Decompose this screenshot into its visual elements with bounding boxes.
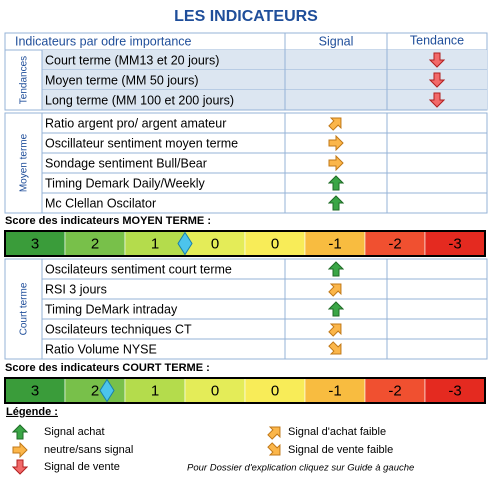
group-box bbox=[4, 112, 488, 214]
group-label: Moyen terme bbox=[19, 133, 30, 192]
indicator-name: Ratio argent pro/ argent amateur bbox=[45, 116, 226, 130]
score-segment bbox=[244, 230, 306, 257]
score-segment bbox=[244, 377, 306, 404]
legend-item: Signal d'achat faible bbox=[288, 426, 386, 438]
indicator-name: Long terme (MM 100 et 200 jours) bbox=[45, 93, 234, 107]
score-level: 1 bbox=[151, 235, 159, 252]
score-marker bbox=[99, 378, 115, 403]
indicator-name: Court terme (MM13 et 20 jours) bbox=[45, 53, 219, 67]
legend-icon-shape bbox=[264, 439, 286, 461]
score-level: 3 bbox=[31, 382, 39, 399]
indicator-name: Mc Clellan Oscilator bbox=[45, 196, 156, 210]
score-title: Score des indicateurs MOYEN TERME : bbox=[5, 215, 211, 227]
legend-icon bbox=[264, 421, 286, 443]
legend-item: Signal de vente bbox=[44, 461, 120, 473]
legend-icon bbox=[12, 424, 28, 440]
indicator-name: RSI 3 jours bbox=[45, 282, 107, 296]
row-bg bbox=[42, 70, 487, 90]
score-segment bbox=[364, 230, 426, 257]
row-bg bbox=[42, 50, 487, 70]
score-level: -2 bbox=[388, 235, 401, 252]
score-segment bbox=[424, 230, 486, 257]
indicator-name: Sondage sentiment Bull/Bear bbox=[45, 156, 207, 170]
group-box bbox=[4, 258, 488, 360]
score-level: 3 bbox=[31, 235, 39, 252]
score-level: -1 bbox=[328, 235, 341, 252]
header-trend: Tendance bbox=[410, 33, 464, 47]
score-segment bbox=[4, 377, 66, 404]
legend: Légende : Signal achat neutre/sans signal… bbox=[6, 406, 414, 474]
score-level: 0 bbox=[211, 382, 219, 399]
score-level: -3 bbox=[448, 382, 461, 399]
legend-icon-shape bbox=[264, 421, 286, 443]
group-label: Court terme bbox=[19, 282, 30, 335]
score-segment bbox=[364, 377, 426, 404]
score-level: 0 bbox=[271, 235, 279, 252]
legend-icon bbox=[12, 442, 28, 458]
score-marker bbox=[177, 231, 193, 256]
score-level: 0 bbox=[211, 235, 219, 252]
legend-note: Pour Dossier d'explication cliquez sur G… bbox=[187, 463, 414, 474]
group-label: Tendances bbox=[19, 56, 30, 104]
indicator-name: Oscilateurs techniques CT bbox=[45, 322, 192, 336]
legend-icon-shape bbox=[12, 442, 28, 458]
legend-item: neutre/sans signal bbox=[44, 444, 133, 456]
score-level: 1 bbox=[151, 382, 159, 399]
legend-icon-shape bbox=[12, 459, 28, 475]
score-segment bbox=[424, 377, 486, 404]
score-level: 2 bbox=[91, 382, 99, 399]
score-level: -2 bbox=[388, 382, 401, 399]
legend-icon-shape bbox=[12, 424, 28, 440]
legend-title: Légende : bbox=[6, 406, 58, 418]
indicator-name: Ratio Volume NYSE bbox=[45, 342, 157, 356]
indicator-name: Oscilateurs sentiment court terme bbox=[45, 262, 232, 276]
legend-icon bbox=[264, 439, 286, 461]
legend-item: Signal de vente faible bbox=[288, 444, 393, 456]
score-segment bbox=[304, 230, 366, 257]
indicator-name: Moyen terme (MM 50 jours) bbox=[45, 73, 199, 87]
indicator-name: Timing DeMark intraday bbox=[45, 302, 178, 316]
score-level: -3 bbox=[448, 235, 461, 252]
legend-item: Signal achat bbox=[44, 426, 105, 438]
title-bg bbox=[5, 4, 487, 33]
score-level: 2 bbox=[91, 235, 99, 252]
score-title: Score des indicateurs COURT TERME : bbox=[5, 362, 210, 374]
score-frame bbox=[4, 230, 486, 257]
title: LES INDICATEURS bbox=[174, 8, 318, 25]
score-segment bbox=[4, 230, 66, 257]
legend-icon bbox=[12, 459, 28, 475]
indicator-name: Oscillateur sentiment moyen terme bbox=[45, 136, 238, 150]
score-segment bbox=[124, 377, 186, 404]
score-level: 0 bbox=[271, 382, 279, 399]
indicator-name: Timing Demark Daily/Weekly bbox=[45, 176, 206, 190]
row-bg bbox=[42, 90, 487, 110]
score-frame bbox=[4, 377, 486, 404]
header-indicators: Indicateurs par odre importance bbox=[15, 34, 192, 48]
score-level: -1 bbox=[328, 382, 341, 399]
header-signal: Signal bbox=[319, 34, 354, 48]
